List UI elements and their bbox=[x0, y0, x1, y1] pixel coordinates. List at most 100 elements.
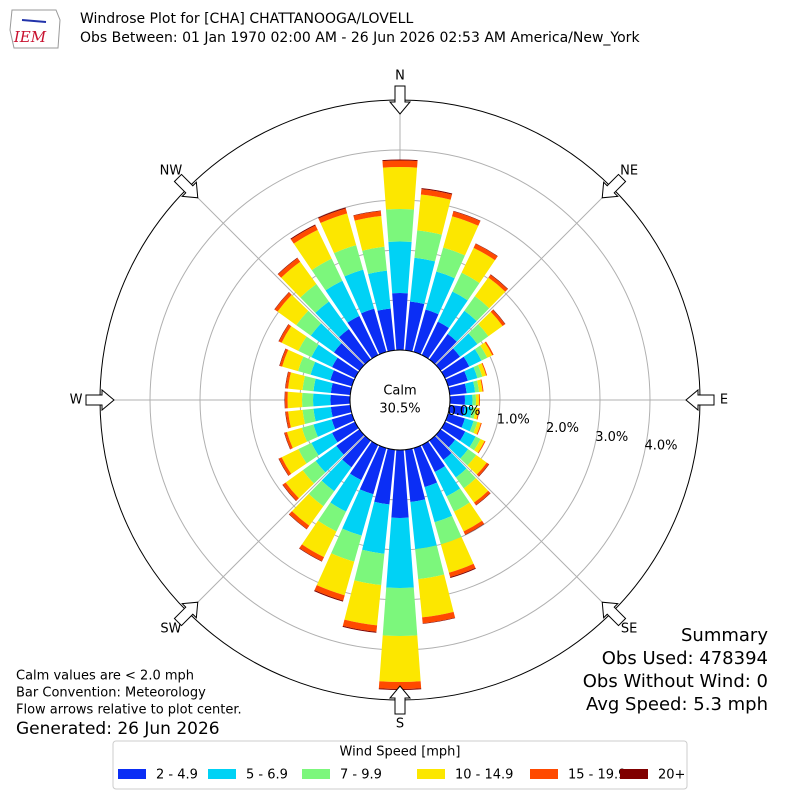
bar-segment bbox=[333, 343, 365, 371]
bar-segment bbox=[422, 611, 456, 624]
x-tick-label: W bbox=[70, 393, 83, 408]
bar-segment bbox=[287, 391, 303, 409]
arrow-shape bbox=[601, 173, 627, 199]
bar-segment bbox=[288, 372, 305, 391]
legend-swatch bbox=[302, 769, 330, 779]
legend-label: 10 - 14.9 bbox=[455, 768, 513, 783]
chart-subtitle: Obs Between: 01 Jan 1970 02:00 AM - 26 J… bbox=[80, 30, 640, 46]
bar-segment bbox=[476, 422, 482, 435]
bar-segment bbox=[441, 356, 470, 379]
bar-segment bbox=[477, 363, 487, 377]
legend-swatch bbox=[417, 769, 445, 779]
x-tick-label: SW bbox=[160, 622, 181, 637]
bar-segment bbox=[330, 473, 362, 512]
bar-segment bbox=[284, 432, 291, 450]
bar-segment bbox=[453, 210, 481, 222]
bar-segment bbox=[410, 499, 437, 550]
bar-segment bbox=[473, 380, 480, 393]
bar-segment bbox=[299, 544, 325, 562]
calm-circle bbox=[349, 349, 451, 451]
bar-segment bbox=[475, 492, 491, 506]
bar-segment bbox=[282, 349, 304, 372]
bar-segment bbox=[310, 361, 334, 381]
bar-segment bbox=[361, 308, 387, 355]
bar-segment bbox=[464, 367, 478, 381]
bar-segment bbox=[286, 427, 307, 449]
bar-segment bbox=[449, 395, 465, 405]
bar-segment bbox=[429, 435, 452, 461]
bar-segment bbox=[362, 246, 387, 274]
y-tick-label: 1.0% bbox=[497, 412, 530, 427]
bar-segment bbox=[284, 431, 293, 450]
arrow-shape bbox=[601, 601, 627, 627]
bar-segment bbox=[446, 488, 470, 512]
bar-segment bbox=[298, 356, 316, 375]
flow-arrow bbox=[85, 388, 115, 412]
bar-segment bbox=[464, 296, 490, 322]
bar-segment bbox=[347, 315, 379, 359]
bar-segment bbox=[284, 391, 286, 409]
bar-segment bbox=[301, 424, 318, 442]
bar-segment bbox=[331, 413, 355, 430]
bar-segment bbox=[285, 391, 288, 409]
bar-segment bbox=[274, 292, 292, 312]
bar-segment bbox=[285, 411, 289, 429]
bar-segment bbox=[469, 436, 481, 451]
bar-segment bbox=[417, 194, 451, 235]
bar-segment bbox=[448, 405, 465, 416]
bar-segment bbox=[362, 501, 390, 554]
bar-segment bbox=[354, 215, 385, 251]
legend-swatch bbox=[530, 769, 558, 779]
calm-value: 30.5% bbox=[379, 402, 420, 417]
bar-segment bbox=[453, 502, 483, 532]
bar-segment bbox=[277, 258, 301, 278]
generated: Generated: 26 Jun 2026 bbox=[16, 719, 220, 739]
bar-segment bbox=[330, 405, 352, 418]
bar-segment bbox=[463, 520, 485, 535]
bar-segment bbox=[469, 420, 478, 433]
bar-segment bbox=[308, 480, 335, 507]
y-tick-label: 4.0% bbox=[644, 439, 677, 454]
bar-segment bbox=[313, 393, 331, 407]
bar-segment bbox=[410, 257, 436, 305]
bar-segment bbox=[311, 344, 338, 368]
bar-segment bbox=[453, 333, 478, 357]
bar-segment bbox=[468, 324, 489, 345]
bar-segment bbox=[473, 243, 498, 261]
logo-outline bbox=[9, 9, 61, 49]
bar-segment bbox=[331, 528, 362, 562]
arrow-shape bbox=[685, 388, 715, 412]
summary-line: Avg Speed: 5.3 mph bbox=[586, 694, 768, 715]
bar-segment bbox=[321, 459, 352, 492]
bar-segment bbox=[474, 277, 506, 309]
bar-segment bbox=[274, 291, 290, 310]
bar-segment bbox=[440, 536, 474, 573]
bar-segment bbox=[476, 462, 489, 477]
bar-segment bbox=[414, 230, 442, 262]
bar-segment bbox=[344, 269, 375, 314]
bar-segment bbox=[289, 511, 310, 529]
legend-label: 5 - 6.9 bbox=[246, 768, 288, 783]
legend-swatch bbox=[118, 769, 146, 779]
bar-segment bbox=[277, 294, 309, 326]
bar-segment bbox=[421, 188, 453, 195]
bar-segment bbox=[464, 394, 473, 406]
bar-segment bbox=[288, 513, 307, 530]
bar-segment bbox=[278, 457, 292, 476]
bar-segment bbox=[461, 247, 495, 283]
logo-stroke bbox=[21, 19, 47, 23]
arrow-shape bbox=[388, 685, 412, 715]
bar-segment bbox=[342, 489, 374, 536]
x-tick-label: S bbox=[396, 717, 404, 732]
flow-arrow bbox=[388, 685, 412, 715]
bar-segment bbox=[349, 441, 379, 481]
bar-segment bbox=[344, 580, 382, 626]
bar-segment bbox=[443, 453, 467, 478]
bar-segment bbox=[460, 449, 477, 466]
bar-segment bbox=[484, 341, 494, 356]
y-tick-label: 2.0% bbox=[546, 421, 579, 436]
bar-segment bbox=[288, 409, 305, 428]
bar-segment bbox=[422, 617, 456, 624]
bar-segment bbox=[313, 378, 333, 393]
bar-segment bbox=[382, 587, 418, 636]
